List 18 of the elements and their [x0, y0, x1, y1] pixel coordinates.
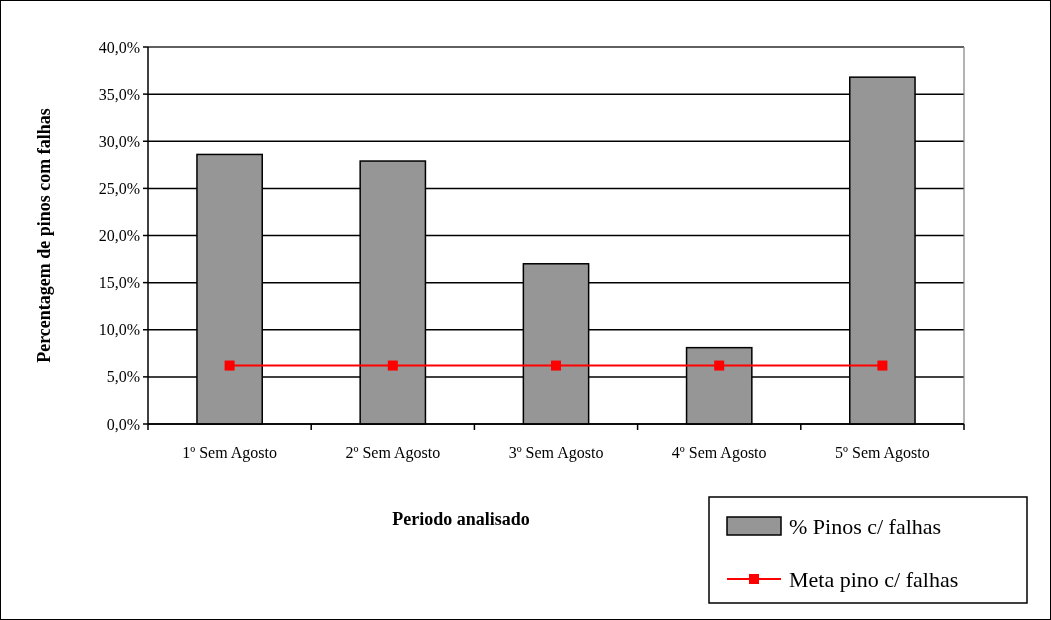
legend-label: % Pinos c/ falhas	[789, 513, 942, 539]
legend-label: Meta pino c/ falhas	[789, 566, 959, 592]
y-tick-label: 15,0%	[98, 274, 140, 292]
y-tick-label: 25,0%	[98, 179, 140, 197]
y-tick-label: 20,0%	[98, 227, 140, 245]
y-tick-label: 5,0%	[106, 368, 140, 386]
y-tick-label: 35,0%	[98, 85, 140, 103]
x-tick-label: 4º Sem Agosto	[671, 444, 767, 462]
y-tick-label: 30,0%	[98, 132, 140, 150]
y-axis-title: Percentagem de pinos com falhas	[34, 108, 54, 363]
y-tick-label: 40,0%	[98, 38, 140, 56]
x-tick-label: 1º Sem Agosto	[182, 444, 277, 462]
x-tick-label: 5º Sem Agosto	[835, 444, 930, 462]
x-tick-label: 2º Sem Agosto	[345, 444, 441, 462]
x-tick-label: 3º Sem Agosto	[508, 444, 604, 462]
x-axis-title: Periodo analisado	[392, 509, 530, 529]
y-tick-label: 0,0%	[106, 415, 140, 433]
y-tick-label: 10,0%	[98, 321, 140, 339]
